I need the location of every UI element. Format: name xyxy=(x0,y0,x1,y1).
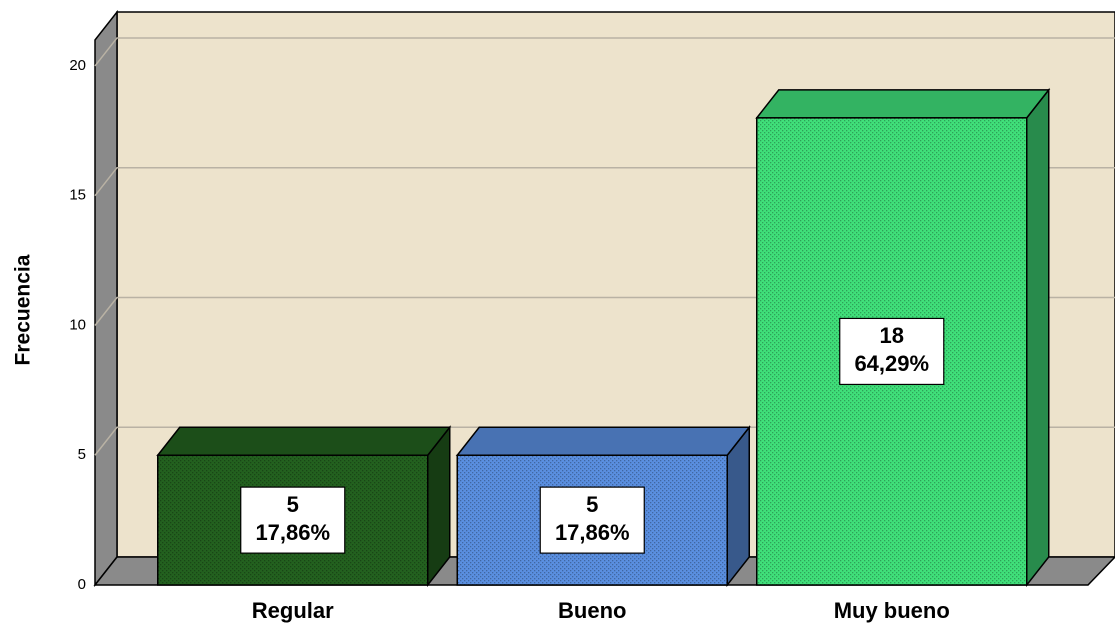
y-tick-label: 15 xyxy=(69,187,86,204)
y-tick-label: 0 xyxy=(78,576,86,593)
bar-top xyxy=(156,426,452,456)
side-wall xyxy=(94,9,118,588)
x-tick-label: Regular xyxy=(252,598,334,623)
data-label-percent: 17,86% xyxy=(555,520,630,545)
bar-side xyxy=(1026,87,1050,588)
x-tick-label: Bueno xyxy=(558,598,626,623)
data-label-percent: 64,29% xyxy=(854,351,929,376)
bar-top xyxy=(455,426,751,456)
y-tick-label: 20 xyxy=(69,57,86,74)
data-label-box xyxy=(240,486,346,554)
y-tick-label: 10 xyxy=(69,316,86,333)
data-label: 5 xyxy=(586,492,598,517)
data-label: 18 xyxy=(880,323,904,348)
data-label-percent: 17,86% xyxy=(255,520,330,545)
y-tick-label: 5 xyxy=(78,446,86,463)
y-axis-label: Frecuencia xyxy=(12,254,35,365)
bars: 5 17,86% 5 17,86% 18 64,29% xyxy=(156,87,1051,588)
data-label: 5 xyxy=(287,492,299,517)
bar-top xyxy=(755,89,1051,119)
grid-line xyxy=(94,37,1115,67)
data-label-box xyxy=(839,317,945,386)
data-label-box xyxy=(539,486,645,554)
x-tick-label: Muy bueno xyxy=(834,598,950,623)
